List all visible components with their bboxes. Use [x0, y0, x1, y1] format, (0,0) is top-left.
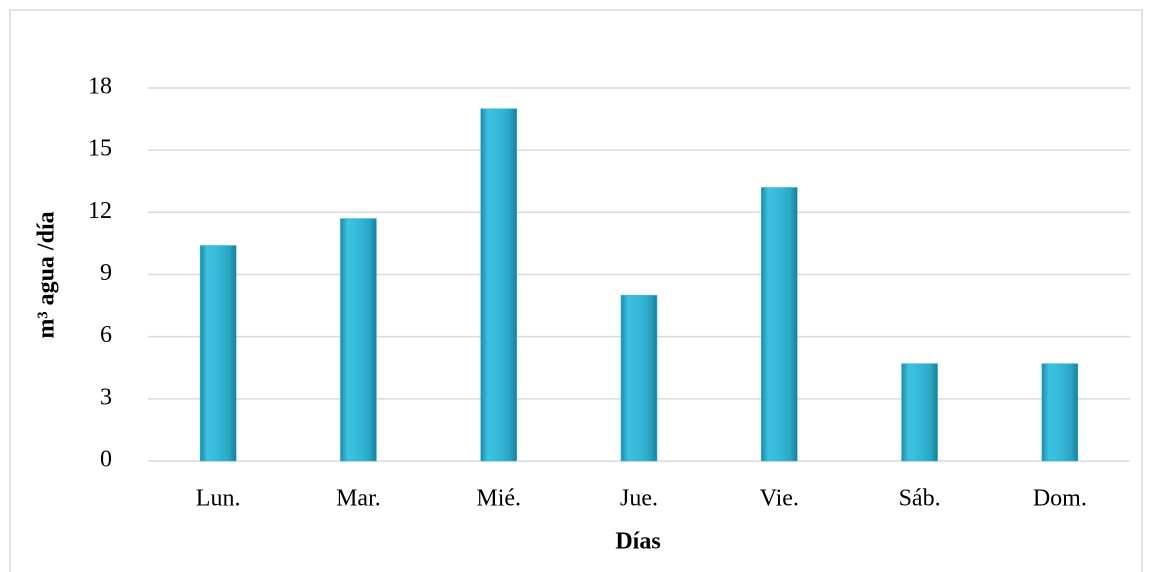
y-tick-label: 0 [100, 447, 112, 473]
x-tick-label: Mar. [336, 486, 381, 512]
bar [480, 108, 517, 462]
y-tick-label: 12 [88, 198, 112, 224]
y-axis-label: m³ agua /día [34, 211, 60, 338]
x-tick-label: Dom. [1033, 486, 1087, 512]
y-tick-label: 18 [88, 74, 112, 100]
y-tick-label: 15 [88, 136, 112, 162]
y-tick-label: 9 [100, 260, 112, 286]
bar [901, 363, 938, 462]
bar [199, 245, 237, 462]
x-tick-label: Sáb. [899, 486, 941, 512]
x-tick-label: Jue. [620, 486, 658, 512]
bar [761, 187, 798, 462]
bar [1041, 363, 1079, 462]
chart-border [9, 9, 1143, 572]
x-tick-label: Lun. [196, 486, 241, 512]
x-axis-label: Días [615, 529, 660, 555]
y-tick-label: 3 [100, 384, 112, 410]
bar [340, 218, 377, 462]
y-tick-label: 6 [100, 322, 112, 348]
x-tick-label: Vie. [760, 486, 799, 512]
bar [620, 294, 658, 462]
x-tick-label: Mié. [476, 486, 521, 512]
